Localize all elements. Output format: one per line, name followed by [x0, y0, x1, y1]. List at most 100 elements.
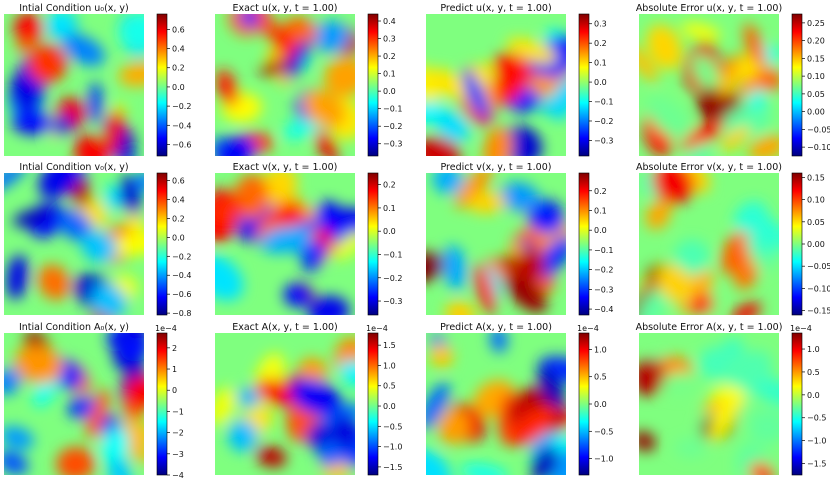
panel: Predict A(x, y, t = 1.00) 1.0 0.5 0.0 −0.5 −1… [426, 322, 613, 476]
colorbar [578, 13, 590, 157]
panel: Intial Condition u₀(x, y) 0.6 0.4 0.2 0.0 −0.… [4, 3, 191, 157]
colorbar-tick-label: −0.2 [383, 274, 402, 283]
heatmap-blob [255, 379, 298, 407]
colorbar-tick-label: 0.10 [807, 196, 825, 205]
heatmap-blob [698, 346, 731, 380]
colorbar-tick-label: −0.2 [383, 122, 402, 131]
heatmap-blob [536, 235, 566, 278]
colorbar [578, 172, 590, 316]
heatmap-blob [74, 134, 109, 156]
heatmap-blob [88, 81, 103, 124]
heatmap-blob [426, 382, 450, 430]
colorbar-tick-label: −1.5 [807, 460, 826, 469]
heatmap-blob [646, 95, 692, 140]
heatmap-blob [307, 295, 350, 315]
heatmap-blob [687, 293, 714, 315]
heatmap-blob [552, 431, 566, 454]
colorbar-tick-label: −0.5 [383, 422, 402, 431]
colorbar-tick-label: −2 [172, 429, 184, 438]
colorbar [156, 13, 168, 157]
heatmap-blob [61, 33, 105, 66]
colorbar-tick-label: 0.0 [383, 87, 396, 96]
heatmap-blob [237, 387, 260, 407]
colorbar-tick-label: 0.00 [807, 240, 825, 249]
colorbar [578, 332, 590, 476]
colorbar-tick-label: 0.5 [807, 368, 820, 377]
heatmap-blob [13, 14, 42, 43]
heatmap-blob [550, 77, 566, 121]
heatmap-blob [81, 230, 118, 264]
colorbar-tick-label: 0.6 [172, 177, 185, 186]
panel: Absolute Error A(x, y, t = 1.00) 1.0 0.5 0.… [636, 322, 826, 476]
heatmap-blob [286, 39, 311, 80]
colorbar-tick-label: −3 [172, 450, 184, 459]
heatmap-blob [743, 23, 766, 69]
heatmap-blob [247, 14, 278, 41]
colorbar-tick-label: −0.3 [383, 297, 402, 306]
colorbar-tick-label: −1.0 [807, 437, 826, 446]
colorbar-tick-label: −4 [172, 471, 184, 479]
heatmap-blob [504, 272, 547, 313]
heatmap-blob [490, 333, 508, 353]
colorbar [791, 13, 803, 157]
colorbar-tick-label: −0.05 [807, 125, 830, 134]
heatmap-blob [47, 14, 76, 38]
heatmap-blob [216, 69, 239, 107]
heatmap-blob [426, 449, 452, 475]
heatmap-blob [680, 121, 724, 151]
heatmap-blob [104, 184, 121, 212]
heatmap-blob [4, 368, 21, 395]
heatmap-blob [509, 406, 557, 446]
heatmap-blob [749, 462, 775, 475]
heatmap-blob [315, 200, 346, 238]
heatmap-blob [537, 366, 566, 409]
heatmap-blob [652, 173, 695, 204]
heatmap-blob [37, 264, 71, 300]
heatmap-blob [239, 14, 259, 27]
colorbar-tick-label: 0.10 [807, 72, 825, 81]
heatmap-blob [467, 191, 506, 214]
heatmap-blob [100, 427, 130, 462]
panel: Absolute Error u(x, y, t = 1.00) 0.25 0.20… [636, 3, 830, 157]
colorbar-tick-label: 0.1 [383, 70, 396, 79]
colorbar-tick-label: 0.0 [807, 391, 820, 400]
heatmap-blob [674, 438, 707, 459]
colorbar-tick-label: 0.0 [172, 83, 185, 92]
colorbar-tick-label: 0.5 [594, 373, 607, 382]
colorbar-tick-label: 1.0 [383, 361, 396, 370]
colorbar-tick-label: 0.4 [383, 17, 396, 26]
heatmap-blob [462, 70, 489, 119]
heatmap-blob [275, 202, 304, 231]
heatmap-field [639, 173, 779, 315]
heatmap-blob [339, 359, 355, 387]
heatmap-blob [14, 344, 63, 384]
heatmap-blob [117, 128, 135, 156]
colorbar-tick-label: 0.25 [807, 19, 825, 28]
colorbar-tick-label: −0.10 [807, 284, 830, 293]
heatmap-blob [531, 445, 559, 475]
heatmap-blob [124, 376, 144, 409]
panel-title: Exact A(x, y, t = 1.00) [232, 322, 338, 333]
heatmap-blob [656, 264, 694, 303]
colorbar-tick-label: −0.3 [594, 136, 613, 145]
heatmap-blob [734, 261, 758, 290]
heatmap-blob [120, 337, 144, 362]
heatmap-blob [317, 442, 343, 467]
heatmap-field [426, 14, 566, 156]
panel-title: Absolute Error A(x, y, t = 1.00) [636, 322, 783, 333]
heatmap-field [215, 14, 355, 156]
colorbar-tick-label: −0.6 [172, 290, 191, 299]
heatmap-blob [215, 254, 244, 301]
heatmap-blob [302, 89, 346, 128]
heatmap-blob [527, 199, 565, 235]
heatmap-blob [323, 57, 355, 97]
heatmap-blob [748, 135, 779, 156]
colorbar-tick-label: 1 [172, 365, 177, 374]
heatmap-blob [85, 388, 110, 439]
heatmap-field [215, 333, 355, 475]
panel: Predict u(x, y, t = 1.00) 0.3 0.2 0.1 0.0 −0.… [426, 3, 613, 157]
heatmap-blob [331, 413, 355, 451]
panel-title: Predict v(x, y, t = 1.00) [441, 162, 552, 173]
colorbar-tick-label: −0.05 [807, 262, 830, 271]
colorbar-tick-label: 0.15 [807, 173, 825, 182]
